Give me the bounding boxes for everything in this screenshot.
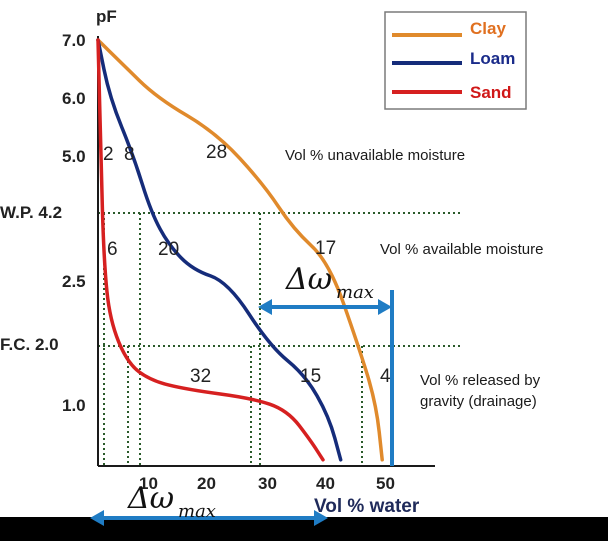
value-loam-available: 20 [158,239,179,260]
series-line-clay [96,38,384,462]
x-tick-10: 10 [139,474,158,493]
note-drainage-line2: gravity (drainage) [420,393,537,410]
value-sand-drainage: 32 [190,366,211,387]
series-line-loam [96,38,343,462]
delta-bottom-arrow-right-head [314,510,328,526]
delta-top-subscript: max [336,282,374,303]
y-tick-7-0: 7.0 [62,31,86,50]
zone-notes: Vol % unavailable moisture Vol % availab… [285,147,543,410]
series-curves [96,38,384,462]
delta-bottom-subscript: max [178,501,216,522]
value-clay-available: 17 [315,238,336,259]
series-line-sand [96,38,325,462]
y-tick-5-0: 5.0 [62,147,86,166]
delta-top-arrow-right-head [378,299,392,315]
legend: Clay Loam Sand [384,11,527,110]
x-axis-title: Vol % water [314,496,420,517]
delta-top-symbol: Δω [285,262,332,297]
y-tick-1-0: 1.0 [62,396,86,415]
delta-top-arrow-left-head [258,299,272,315]
note-drainage-line1: Vol % released by [420,372,541,389]
value-clay-drainage: 4 [380,366,391,387]
reference-grid [98,212,463,466]
x-tick-20: 20 [197,474,216,493]
delta-annotation-bottom: Δω max [90,481,328,526]
legend-label-sand: Sand [470,83,512,102]
bottom-band [0,517,608,541]
segment-values: 2 8 28 6 20 17 32 15 4 [103,142,391,387]
delta-annotation-top: Δω max [258,262,394,466]
y-axis-title: pF [96,7,117,26]
x-tick-50: 50 [376,474,395,493]
x-ticks: 10 20 30 40 50 [139,474,395,493]
y-tick-wp: W.P. 4.2 [0,203,62,222]
delta-bottom-symbol: Δω [127,481,174,516]
y-tick-6-0: 6.0 [62,89,86,108]
value-loam-drainage: 15 [300,366,321,387]
value-clay-unavailable: 28 [206,142,227,163]
legend-label-clay: Clay [470,19,506,38]
y-tick-2-5: 2.5 [62,272,86,291]
legend-label-loam: Loam [470,49,515,68]
note-unavailable: Vol % unavailable moisture [285,147,465,164]
delta-bottom-arrow-left-head [90,510,104,526]
note-available: Vol % available moisture [380,241,543,258]
value-sand-unavailable: 2 [103,144,114,165]
x-tick-40: 40 [316,474,335,493]
y-tick-fc: F.C. 2.0 [0,335,59,354]
value-loam-unavailable: 8 [124,144,135,165]
x-tick-30: 30 [258,474,277,493]
y-ticks: 7.0 6.0 5.0 W.P. 4.2 2.5 F.C. 2.0 1.0 [0,31,86,415]
value-sand-available: 6 [107,239,118,260]
